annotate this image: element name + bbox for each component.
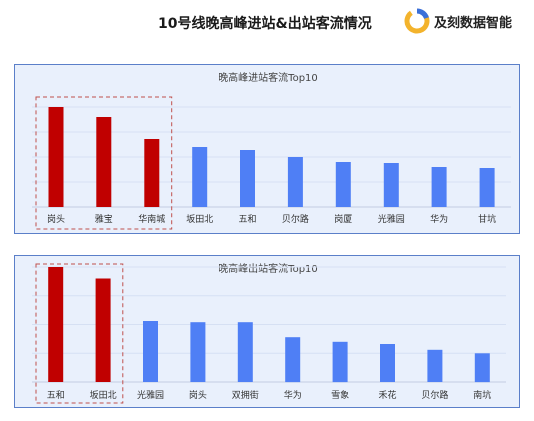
bar-华为 [431,167,447,207]
bar-坂田北 [95,278,111,382]
x-tick-label: 华为 [430,213,448,225]
bar-华南城 [144,139,160,207]
entry-flow-chart: 晚高峰进站客流Top10 岗头 雅宝 华南城 坂田北 五和 贝尔路 岗厦 光雅园 华为 甘坑 [32,71,511,230]
bar-岗头 [190,322,206,382]
x-tick-label: 华为 [284,389,302,401]
x-tick-label: 岗头 [189,390,207,401]
x-tick-label: 禾花 [378,389,396,401]
x-tick-label: 华南城 [138,213,165,225]
bar-甘坑 [479,168,495,207]
bar-华为 [285,337,301,383]
x-tick-label: 雅宝 [95,213,113,225]
highlight-box [35,96,173,230]
x-tick-label: 坂田北 [90,390,117,401]
bar-雪象 [332,341,348,383]
chart-title: 晚高峰出站客流Top10 [218,262,318,275]
x-tick-label: 五和 [47,390,65,401]
bar-贝尔路 [427,349,443,382]
bar-贝尔路 [287,157,303,207]
bar-五和 [240,150,255,207]
x-tick-label: 贝尔路 [282,213,309,225]
bar-光雅园 [383,163,399,207]
exit-flow-chart-panel: 晚高峰出站客流Top10 五和 坂田北 光雅园 岗头 双拥街 华为 雪象 禾花 贝尔路 南坑 [14,255,520,408]
brand-logo-icon [404,8,430,34]
chart-title: 晚高峰进站客流Top10 [218,71,318,84]
bar-坂田北 [192,147,208,207]
x-tick-label: 双拥街 [232,389,259,401]
x-tick-label: 光雅园 [137,389,164,401]
x-tick-label: 南坑 [473,389,491,401]
exit-flow-chart: 晚高峰出站客流Top10 五和 坂田北 光雅园 岗头 双拥街 华为 雪象 禾花 贝尔路 南坑 [32,262,506,404]
x-tick-label: 雪象 [331,389,349,401]
x-tick-label: 甘坑 [478,213,496,225]
bar-双拥街 [237,322,253,382]
x-tick-label: 贝尔路 [421,389,448,401]
bar-禾花 [380,344,395,382]
bar-南坑 [474,353,490,383]
highlight-box [35,263,124,404]
x-tick-label: 光雅园 [378,213,405,225]
bar-岗厦 [335,162,351,207]
bar-雅宝 [96,117,112,207]
entry-flow-chart-panel: 晚高峰进站客流Top10 岗头 雅宝 华南城 坂田北 五和 贝尔路 岗厦 光雅园 华为 甘坑 [14,64,520,234]
bar-岗头 [48,107,64,207]
page-title: 10号线晚高峰进站&出站客流情况 [158,16,372,32]
brand-name: 及刻数据智能 [434,15,513,31]
x-tick-label: 岗厦 [334,214,352,225]
bar-光雅园 [143,321,158,382]
x-tick-label: 岗头 [47,214,65,225]
brand: 及刻数据智能 [404,8,512,34]
x-tick-label: 五和 [238,214,256,225]
bar-五和 [48,267,64,382]
x-tick-label: 坂田北 [186,214,213,225]
